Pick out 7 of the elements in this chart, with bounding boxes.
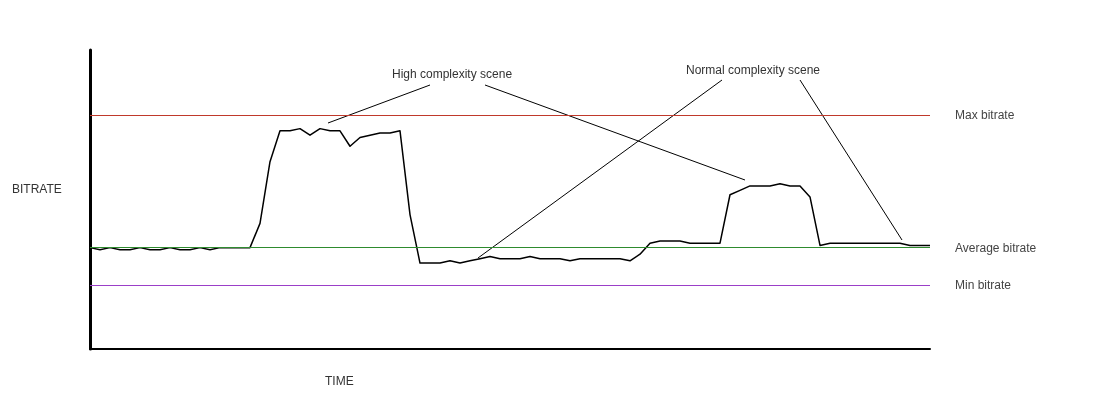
y-axis-title: BITRATE (12, 182, 62, 197)
ref-line-label: Min bitrate (955, 278, 1012, 293)
ref-line-label: Max bitrate (955, 108, 1015, 123)
ref-line-label: Average bitrate (955, 240, 1037, 255)
text: Normal complexity scene (686, 63, 821, 77)
x-axis-title: TIME (325, 374, 354, 388)
text: High complexity scene (392, 67, 513, 81)
